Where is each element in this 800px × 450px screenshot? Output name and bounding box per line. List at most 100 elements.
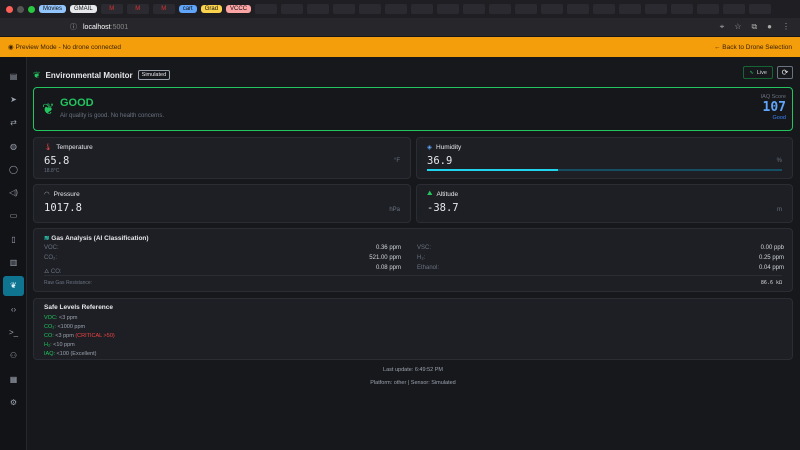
browser-tab[interactable] (411, 4, 434, 14)
sidebar-map-icon[interactable]: ▤ (9, 72, 18, 81)
temperature-label: Temperature (56, 143, 93, 151)
iaq-score-label: IAQ Score (760, 94, 786, 100)
safe-level-iaq: IAQ: <100 (Excellent) (44, 351, 97, 357)
sidebar-camera-icon[interactable]: ▭ (9, 211, 18, 220)
live-button[interactable]: ∿ Live (743, 66, 773, 79)
menu-icon[interactable]: ⋮ (782, 22, 790, 31)
browser-tab[interactable]: M (126, 4, 149, 14)
flame-icon: 🜂 (44, 269, 51, 275)
browser-tab[interactable] (749, 4, 772, 14)
site-info-icon[interactable]: ⓘ (70, 24, 77, 31)
preview-mode-banner: ◉ Preview Mode - No drone connected ← Ba… (0, 37, 800, 57)
browser-tab[interactable] (307, 4, 330, 14)
preview-mode-text: Preview Mode - No drone connected (15, 44, 121, 51)
refresh-button[interactable]: ⟳ (777, 66, 793, 79)
browser-tab[interactable]: M (152, 4, 175, 14)
sidebar-terminal-icon[interactable]: >_ (8, 328, 19, 337)
browser-tab[interactable] (619, 4, 642, 14)
browser-tab[interactable] (723, 4, 746, 14)
altitude-label: Altitude (436, 190, 459, 198)
safe-levels-card: Safe Levels Reference VOC: <3 ppm CO₂: <… (33, 298, 793, 360)
sidebar-speaker-icon[interactable]: ◁) (9, 188, 18, 197)
gas-analysis-card: ≋ Gas Analysis (AI Classification) VOC: 0… (33, 228, 793, 292)
activity-icon: ∿ (749, 69, 754, 76)
wind-icon: ≋ (44, 235, 52, 242)
humidity-value: 36.9 (427, 155, 453, 167)
bookmark-movies[interactable]: Movies (39, 5, 67, 13)
browser-tab[interactable] (255, 4, 278, 14)
sidebar-navigate-icon[interactable]: ➤ (10, 95, 17, 104)
browser-tab[interactable] (671, 4, 694, 14)
profile-avatar[interactable]: ● (767, 22, 772, 31)
bookmark-star-icon[interactable]: ☆ (734, 22, 742, 31)
sidebar-settings-icon[interactable]: ⚙ (9, 398, 18, 407)
last-update-text: Last update: 6:49:52 PM (383, 367, 443, 373)
air-quality-description: Air quality is good. No health concerns. (60, 113, 165, 119)
mountain-icon: ⛰︎ (427, 190, 433, 197)
browser-tab[interactable] (281, 4, 304, 14)
browser-tab[interactable] (697, 4, 720, 14)
browser-tab[interactable] (593, 4, 616, 14)
altitude-card: ⛰︎ Altitude -38.7 m (416, 184, 793, 223)
extensions-icon[interactable]: ⧉ (751, 22, 758, 31)
browser-tab[interactable] (333, 4, 356, 14)
browser-tab[interactable] (645, 4, 668, 14)
gas-row-ethanol: Ethanol: 0.04 ppm (417, 265, 784, 271)
sidebar-book-icon[interactable]: ▥ (9, 258, 18, 267)
leaf-icon: ❦ (42, 101, 55, 118)
browser-tab[interactable] (463, 4, 486, 14)
location-icon[interactable]: ⌖ (719, 22, 725, 31)
leaf-icon: ❦ (33, 69, 41, 80)
browser-tab[interactable] (385, 4, 408, 14)
raw-gas-resistance: Raw Gas Resistance: 86.6 kΩ (44, 275, 782, 286)
gas-analysis-title: Gas Analysis (AI Classification) (51, 235, 149, 242)
temperature-celsius: 18.8°C (44, 168, 60, 174)
browser-tab[interactable] (515, 4, 538, 14)
temperature-card: 🌡︎ Temperature 65.8 18.8°C °F (33, 137, 411, 179)
sidebar-route-icon[interactable]: ⇄ (10, 118, 17, 127)
bookmark-gmail[interactable]: GMAIL (70, 5, 97, 13)
humidity-progress-bar (427, 169, 782, 171)
sidebar-document-icon[interactable]: ▯ (11, 235, 16, 244)
gas-row-co: 🜂 CO: 0.08 ppm (44, 265, 401, 275)
iaq-score-value: 107 (762, 100, 786, 115)
sidebar-globe-icon[interactable]: ◍ (10, 142, 17, 151)
altitude-unit: m (777, 207, 782, 213)
sidebar-users-icon[interactable]: ⚇ (9, 351, 18, 360)
bookmark-vccc[interactable]: VCCC (226, 5, 252, 13)
thermometer-icon: 🌡︎ (44, 144, 53, 151)
humidity-unit: % (776, 158, 782, 164)
maximize-window-button[interactable] (28, 5, 35, 13)
temperature-unit: °F (393, 158, 400, 164)
gauge-icon: ◠ (44, 191, 50, 198)
page-header: ❦ Environmental Monitor Simulated ∿ Live … (33, 66, 793, 82)
bookmark-cart[interactable]: cart (178, 5, 197, 13)
air-quality-status-card: ❦ GOOD Air quality is good. No health co… (33, 87, 793, 131)
humidity-label: Humidity (436, 143, 462, 151)
sidebar-shield-icon[interactable]: ◯ (9, 165, 18, 174)
address-bar[interactable]: ⓘ localhost:5001 ⌖ ☆ ⧉ ● ⋮ (0, 18, 800, 36)
safe-levels-title: Safe Levels Reference (44, 304, 114, 311)
pressure-card: ◠ Pressure 1017.8 hPa (33, 184, 411, 223)
gas-row-co2: CO₂: 521.00 ppm (44, 255, 401, 261)
minimize-window-button[interactable] (17, 5, 24, 13)
sidebar-environment-icon[interactable]: ❦ (3, 276, 24, 296)
back-to-drone-selection-link[interactable]: ← Back to Drone Selection (713, 43, 792, 51)
browser-tab[interactable] (437, 4, 460, 14)
simulated-badge: Simulated (137, 70, 171, 80)
pressure-value: 1017.8 (44, 202, 82, 214)
browser-tab[interactable] (489, 4, 512, 14)
sidebar-grid-icon[interactable]: ▦ (9, 375, 18, 384)
sidebar-code-icon[interactable]: ‹› (10, 305, 17, 314)
bookmark-grad[interactable]: Grad (200, 5, 223, 13)
air-quality-level: GOOD (60, 97, 94, 109)
browser-tab[interactable] (541, 4, 564, 14)
altitude-value: -38.7 (427, 202, 459, 214)
page-title: Environmental Monitor (45, 70, 133, 80)
url-port: :5001 (110, 23, 129, 31)
droplets-icon: ◈ (427, 144, 432, 151)
browser-tab[interactable]: M (100, 4, 123, 14)
browser-tab[interactable] (359, 4, 382, 14)
close-window-button[interactable] (6, 5, 13, 13)
browser-tab[interactable] (567, 4, 590, 14)
